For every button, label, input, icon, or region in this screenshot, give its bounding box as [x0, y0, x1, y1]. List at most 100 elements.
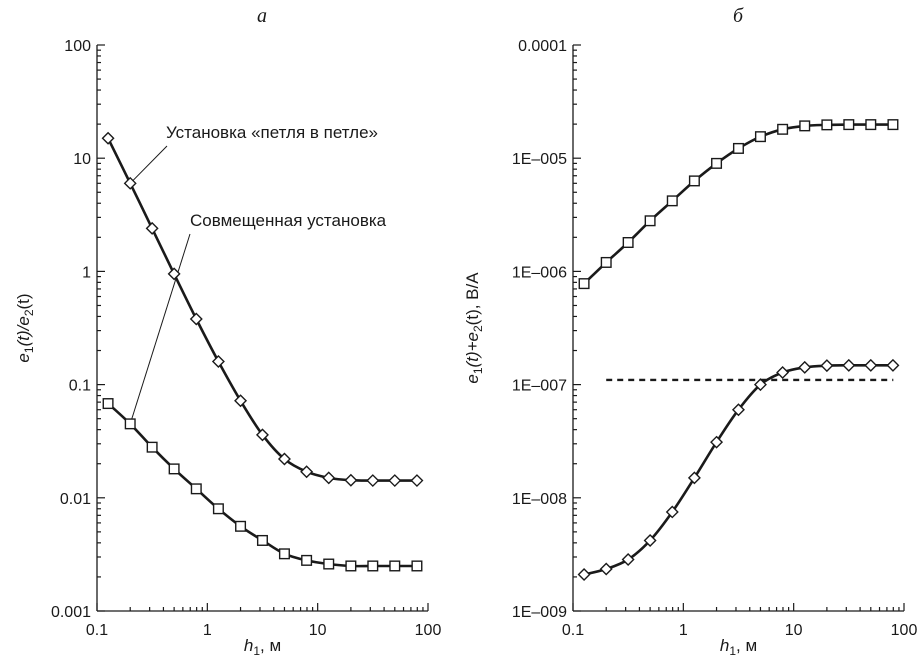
panel-b-series-2-point — [665, 505, 679, 519]
panel-b-series-1-point — [666, 195, 678, 207]
panel-a-series-1-point — [189, 312, 203, 326]
panel-b-y-title-part: 1 — [471, 367, 485, 374]
panel-a-series-2-point — [256, 534, 268, 546]
panel-b-series-2-point — [798, 360, 812, 374]
panel-b-y-tick-label: 1E–006 — [512, 264, 567, 281]
panel-a-y-axis-title: e1(t)/e2(t) — [14, 293, 36, 362]
panel-a-series-1-point — [277, 452, 291, 466]
panel-a-series-1-point — [123, 176, 137, 190]
panel-b-y-axis-title: e1(t)+e2(t), В/А — [463, 272, 485, 384]
panel-b-series-2-point — [643, 533, 657, 547]
panel-a-series-1-point — [211, 355, 225, 368]
panel-a-x-axis-title: h1, м — [244, 636, 281, 657]
panel-a-y-tick-label: 100 — [64, 38, 91, 55]
panel-b-y-tick-label: 1E–008 — [512, 491, 567, 508]
panel-a-series-1-point — [101, 131, 115, 145]
panel-a-x-tick-label: 0.1 — [86, 622, 108, 639]
panel-a-series-2-point — [345, 560, 357, 572]
panel-b-x-axis-title: h1, м — [720, 636, 757, 657]
panel-b-x-tick-label: 1 — [679, 622, 688, 639]
panel-b-series-1-point — [711, 157, 723, 169]
panel-a-x-tick-label: 1 — [203, 622, 212, 639]
panel-a-series-1-point — [322, 471, 336, 485]
panel-b-series-1-point — [799, 120, 811, 132]
panel-a-y-title-part: 2 — [22, 309, 36, 316]
panel-a-y-tick-label: 0.001 — [51, 604, 91, 621]
panel-a-y-tick-label: 0.1 — [69, 378, 91, 395]
panel-a-series-2-point — [168, 463, 180, 475]
panel-b-series-2-point — [842, 358, 856, 372]
panel-a-x-title-unit: , м — [260, 636, 281, 655]
panel-b-y-title-part: 2 — [471, 325, 485, 332]
panel-b-series-1-point — [887, 119, 899, 131]
panel-a-series-1-point — [145, 221, 159, 235]
panel-b-series-1-point — [600, 256, 612, 268]
panel-a-annotation-label: Совмещенная установка — [190, 211, 387, 230]
panel-b-series-2-point — [864, 358, 878, 372]
panel-a-series-2-point — [367, 560, 379, 572]
panel-a-y-title-part: (t) — [14, 293, 33, 309]
panel-b-x-title-unit: , м — [736, 636, 757, 655]
panel-b-series-2-point — [687, 471, 701, 485]
panel-a-x-tick-label: 100 — [415, 622, 442, 639]
panel-b-series-1-point — [777, 123, 789, 135]
panel-b-series-1-point — [688, 175, 700, 187]
panel-b-series-2-point — [731, 403, 745, 417]
panel-a-annotation-leader — [129, 145, 168, 184]
panel-b-series-2-point — [599, 562, 613, 576]
panel-b-series-2-point — [820, 359, 834, 373]
panel-b-series-1-point — [644, 215, 656, 227]
panel-a-x-title-main: h — [244, 636, 253, 655]
panel-b-series-2-point — [753, 378, 767, 392]
panel-b-x-title-sub: 1 — [729, 644, 736, 657]
panel-a-series-1-point — [410, 474, 424, 488]
panel-a-y-tick-label: 10 — [73, 151, 91, 168]
panel-b-series-2-point — [621, 553, 635, 567]
chart-panel-b: б 1E–009 1E–008 1E–007 1E–006 1E–005 0.0001 0.1… — [463, 5, 917, 657]
panel-b-series-2-point — [886, 358, 900, 372]
panel-a-y-title-part: (t)/e — [14, 316, 33, 346]
panel-a-series-2-point — [190, 483, 202, 495]
panel-a-y-tick-label: 1 — [82, 264, 91, 281]
panel-b-x-tick-label: 100 — [891, 622, 918, 639]
panel-b-series-1-point — [865, 119, 877, 131]
panel-a-x-tick-label: 10 — [309, 622, 327, 639]
panel-b-x-title-main: h — [720, 636, 729, 655]
panel-b-y-title-part: (t), В/А — [463, 272, 482, 326]
panel-a-series-1-point — [234, 394, 248, 408]
panel-b-x-tick-label: 0.1 — [562, 622, 584, 639]
panel-a-series-2-point — [389, 560, 401, 572]
panel-b-y-title-part: e — [463, 374, 482, 383]
panel-a-series-2-point — [411, 560, 423, 572]
panel-a-y-tick-label: 0.01 — [60, 491, 91, 508]
panel-a-annotation-label: Установка «петля в петле» — [166, 123, 378, 142]
panel-b-y-tick-label: 1E–009 — [512, 604, 567, 621]
panel-a-y-title-part: 1 — [22, 346, 36, 353]
panel-a-series-2-point — [124, 418, 136, 430]
panel-a-series-1-point — [366, 474, 380, 488]
panel-b-x-tick-label: 10 — [785, 622, 803, 639]
panel-b-series-2-point — [776, 365, 790, 379]
panel-a-series-2-point — [301, 554, 313, 566]
panel-a-series-2-point — [235, 520, 247, 532]
panel-b-y-title-part: (t)+e — [463, 332, 482, 367]
panel-b-y-tick-label: 0.0001 — [518, 38, 567, 55]
panel-a-y-title-part: e — [14, 353, 33, 362]
panel-b-series-2-line — [583, 363, 893, 576]
panel-a-annotation-leader — [129, 233, 191, 425]
panel-a-series-2-point — [278, 548, 290, 560]
panel-a-series-1-point — [344, 473, 358, 487]
panel-b-series-1-point — [754, 131, 766, 143]
panel-a-series-2-point — [323, 558, 335, 570]
panel-b-panel-letter: б — [733, 5, 744, 27]
panel-b-series-1-point — [622, 237, 634, 249]
panel-b-series-2-point — [710, 435, 724, 449]
panel-a-series-2-point — [146, 441, 158, 453]
panel-b-series-1-point — [732, 142, 744, 154]
panel-a-series-1-point — [300, 465, 314, 479]
panel-b-series-1-point — [843, 119, 855, 131]
panel-a-series-1-point — [167, 267, 181, 281]
panel-a-series-1-point — [255, 428, 269, 442]
panel-b-y-tick-label: 1E–005 — [512, 151, 567, 168]
